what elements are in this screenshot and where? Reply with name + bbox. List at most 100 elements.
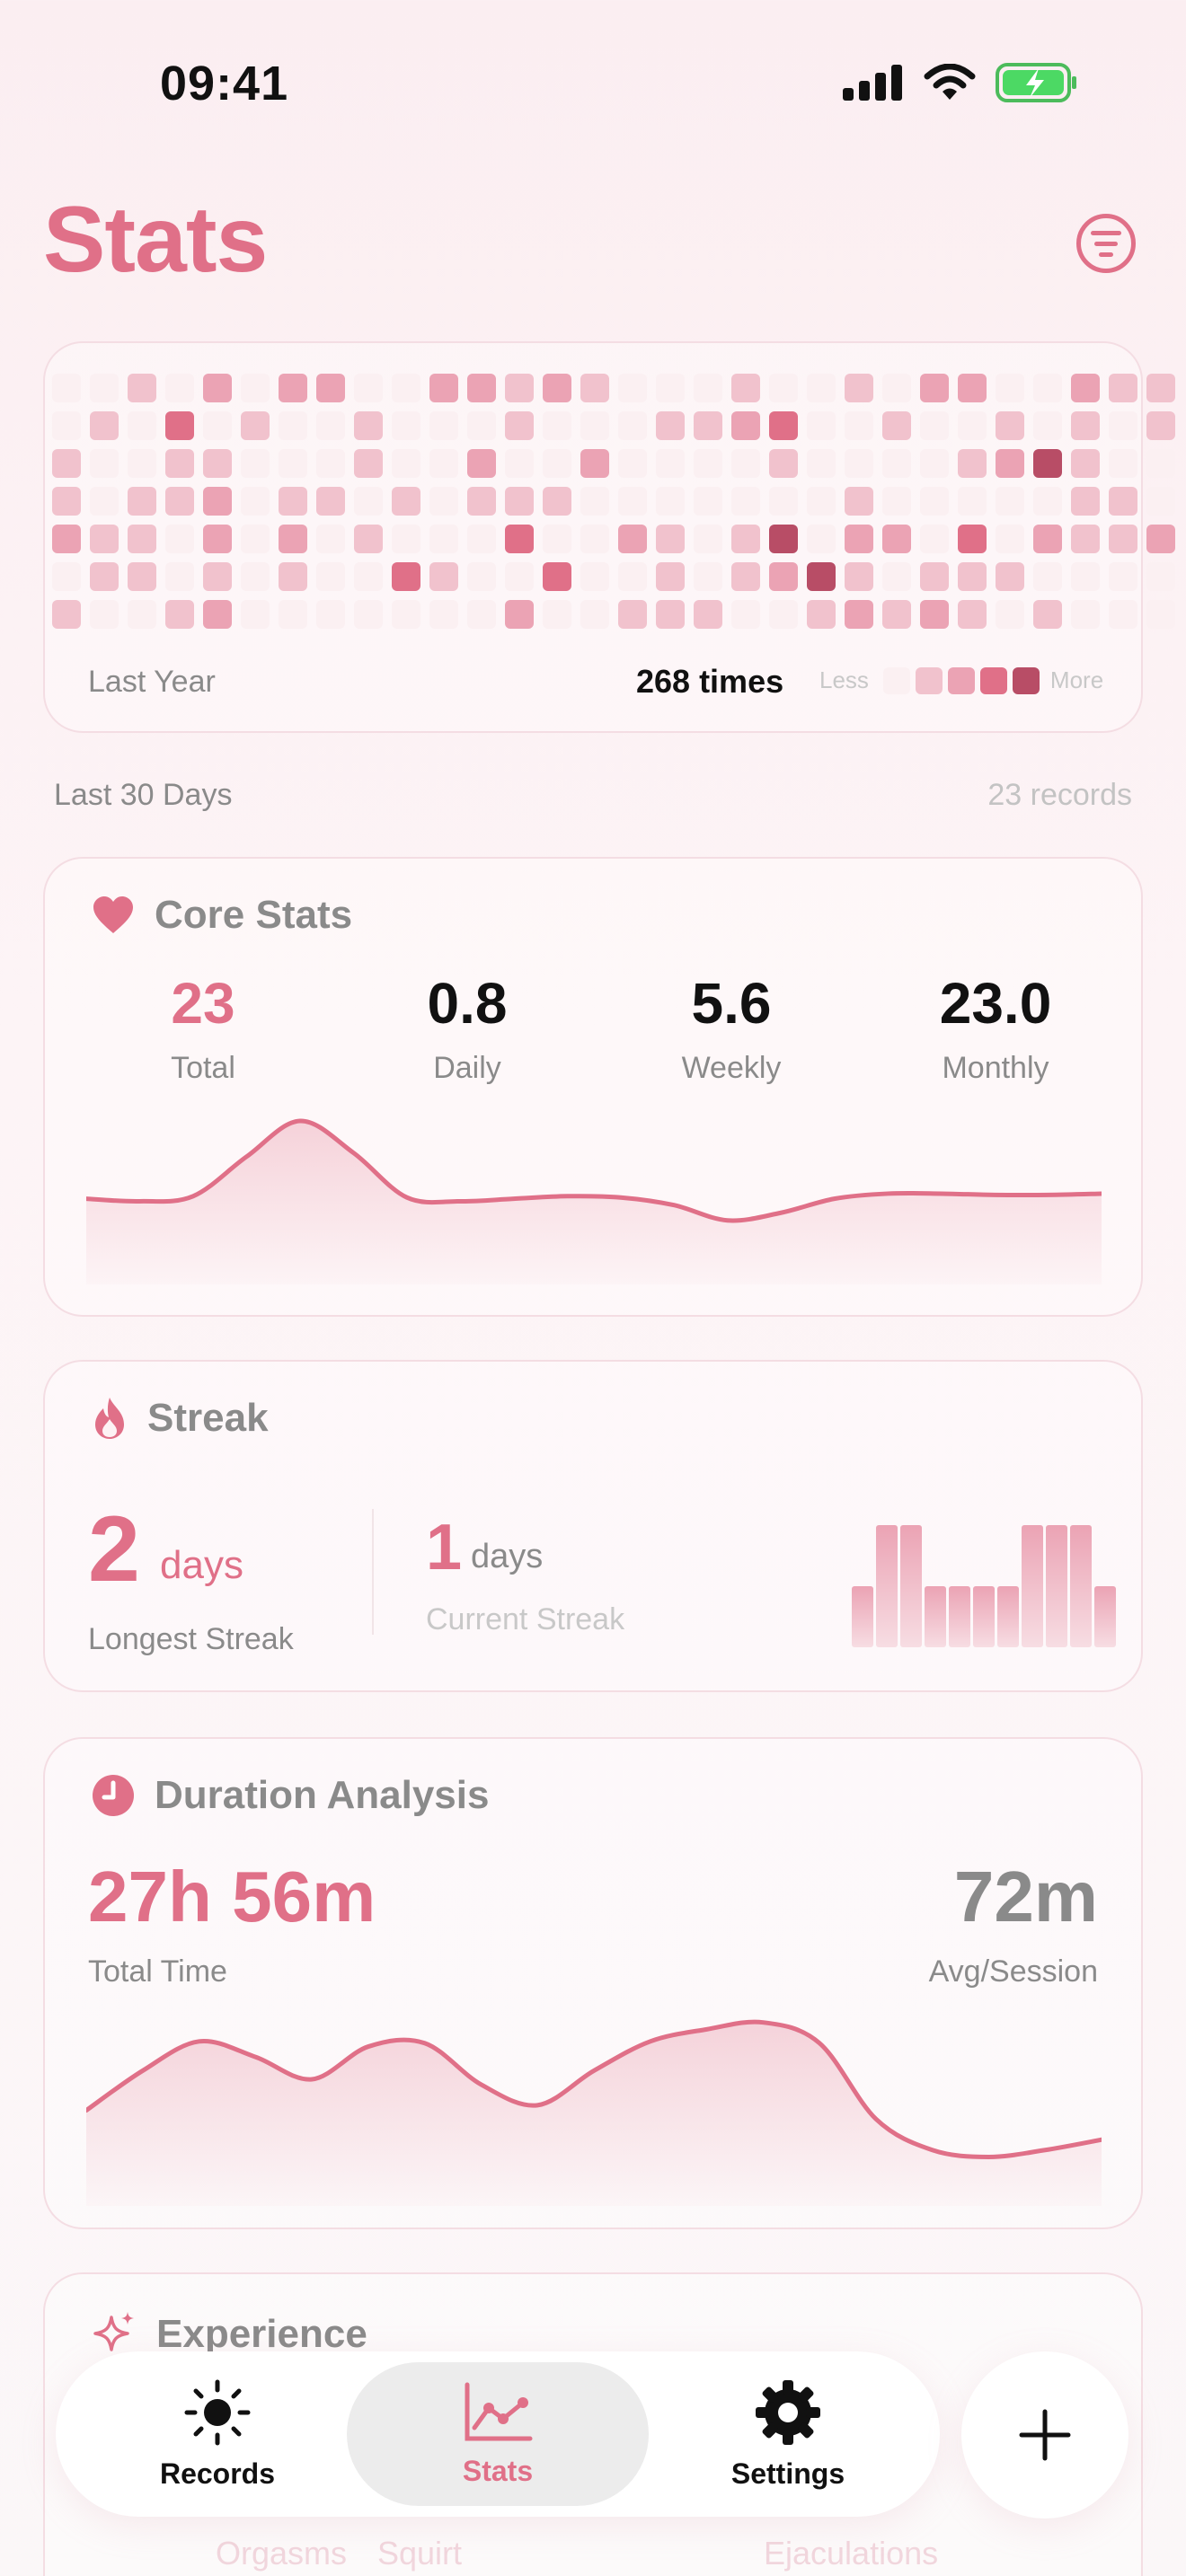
heatmap-cell <box>467 487 496 516</box>
heatmap-cell <box>958 525 987 553</box>
heatmap-cell <box>354 449 383 478</box>
duration-header: Duration Analysis <box>92 1773 489 1818</box>
flame-icon <box>95 1398 124 1439</box>
stat-monthly: 23.0 Monthly <box>879 970 1112 1086</box>
total-time-value: 27h 56m <box>88 1857 376 1936</box>
heatmap-cell <box>882 411 911 440</box>
streak-bar <box>1046 1525 1067 1647</box>
streak-divider <box>372 1509 374 1635</box>
streak-card[interactable]: Streak 2 days Longest Streak 1 days Curr… <box>43 1360 1143 1692</box>
heatmap-cell <box>958 600 987 629</box>
streak-bar <box>949 1586 970 1647</box>
tab-stats[interactable]: Stats <box>347 2362 649 2506</box>
heatmap-cell <box>392 525 420 553</box>
heatmap-cell <box>392 487 420 516</box>
heatmap-cell <box>429 374 458 402</box>
legend-swatch <box>1012 666 1040 694</box>
heatmap-cell <box>52 411 81 440</box>
heatmap-cell <box>958 374 987 402</box>
heatmap-cell <box>996 525 1024 553</box>
filter-icon <box>1091 230 1121 235</box>
heatmap-cell <box>845 449 873 478</box>
heatmap-cell <box>882 449 911 478</box>
heatmap-cell <box>731 487 760 516</box>
activity-heatmap <box>52 374 1175 634</box>
experience-title: Experience <box>156 2312 367 2356</box>
heatmap-cell <box>731 562 760 591</box>
heatmap-cell <box>769 600 798 629</box>
battery-charging-icon <box>996 63 1076 102</box>
longest-streak-label: Longest Streak <box>88 1622 294 1656</box>
heatmap-cell <box>279 449 307 478</box>
heatmap-cell <box>165 374 194 402</box>
tab-records[interactable]: Records <box>110 2351 325 2517</box>
heatmap-cell <box>203 600 232 629</box>
add-record-button[interactable] <box>961 2351 1128 2519</box>
heatmap-cell <box>656 487 685 516</box>
stat-monthly-label: Monthly <box>942 1051 1049 1085</box>
clock: 09:41 <box>160 57 289 110</box>
heatmap-cell <box>392 562 420 591</box>
heatmap-cell <box>1146 525 1175 553</box>
heatmap-cell <box>203 562 232 591</box>
heatmap-cell <box>807 600 836 629</box>
duration-trend-chart <box>86 2019 1102 2206</box>
streak-bar-chart <box>852 1525 1116 1647</box>
heatmap-cell <box>618 562 647 591</box>
avg-session-value: 72m <box>953 1857 1098 1936</box>
heatmap-cell <box>807 374 836 402</box>
heatmap-cell <box>1033 449 1062 478</box>
heatmap-cell <box>1146 449 1175 478</box>
tab-settings[interactable]: Settings <box>676 2351 900 2517</box>
heatmap-cell <box>165 449 194 478</box>
heatmap-cell <box>1071 600 1100 629</box>
core-stats-card[interactable]: Core Stats 23 Total 0.8 Daily 5.6 Weekly… <box>43 857 1143 1317</box>
duration-trend-area <box>86 2022 1102 2206</box>
heatmap-cell <box>241 374 270 402</box>
heatmap-cell <box>316 411 345 440</box>
stat-weekly-value: 5.6 <box>691 971 772 1036</box>
heatmap-cell <box>52 525 81 553</box>
legend-swatch <box>947 666 975 694</box>
streak-bar <box>997 1586 1019 1647</box>
heatmap-cell <box>882 525 911 553</box>
heatmap-cell <box>1071 487 1100 516</box>
heatmap-cell <box>807 411 836 440</box>
duration-analysis-card[interactable]: Duration Analysis 27h 56m Total Time 72m… <box>43 1737 1143 2229</box>
legend-swatch <box>882 666 910 694</box>
heatmap-cell <box>656 600 685 629</box>
heatmap-cell <box>1109 449 1137 478</box>
heatmap-cell <box>52 449 81 478</box>
heatmap-cell <box>920 449 949 478</box>
heatmap-cell <box>1146 411 1175 440</box>
heatmap-cell <box>996 449 1024 478</box>
streak-bar <box>1070 1525 1092 1647</box>
heatmap-cell <box>1071 374 1100 402</box>
streak-bar <box>900 1525 922 1647</box>
heatmap-cell <box>807 562 836 591</box>
heatmap-cell <box>769 562 798 591</box>
heatmap-cell <box>996 487 1024 516</box>
streak-bar <box>973 1586 995 1647</box>
heatmap-cell <box>731 525 760 553</box>
heatmap-cell <box>52 487 81 516</box>
heatmap-cell <box>769 449 798 478</box>
filter-button[interactable] <box>1076 214 1136 273</box>
heatmap-cell <box>543 487 571 516</box>
heatmap-cell <box>316 525 345 553</box>
heatmap-cell <box>845 525 873 553</box>
heatmap-cell <box>128 411 156 440</box>
heatmap-cell <box>807 525 836 553</box>
tab-bar: Records Stats Settings <box>56 2351 940 2517</box>
current-streak-unit: days <box>471 1538 544 1575</box>
heatmap-cell <box>467 449 496 478</box>
core-stats-title: Core Stats <box>155 893 353 937</box>
heatmap-cell <box>580 374 609 402</box>
heatmap-cell <box>882 600 911 629</box>
heatmap-cell <box>128 600 156 629</box>
stat-monthly-value: 23.0 <box>939 971 1052 1036</box>
heatmap-cell <box>920 411 949 440</box>
heatmap-period-label: Last Year <box>88 665 216 699</box>
heatmap-cell <box>128 562 156 591</box>
heatmap-cell <box>769 411 798 440</box>
